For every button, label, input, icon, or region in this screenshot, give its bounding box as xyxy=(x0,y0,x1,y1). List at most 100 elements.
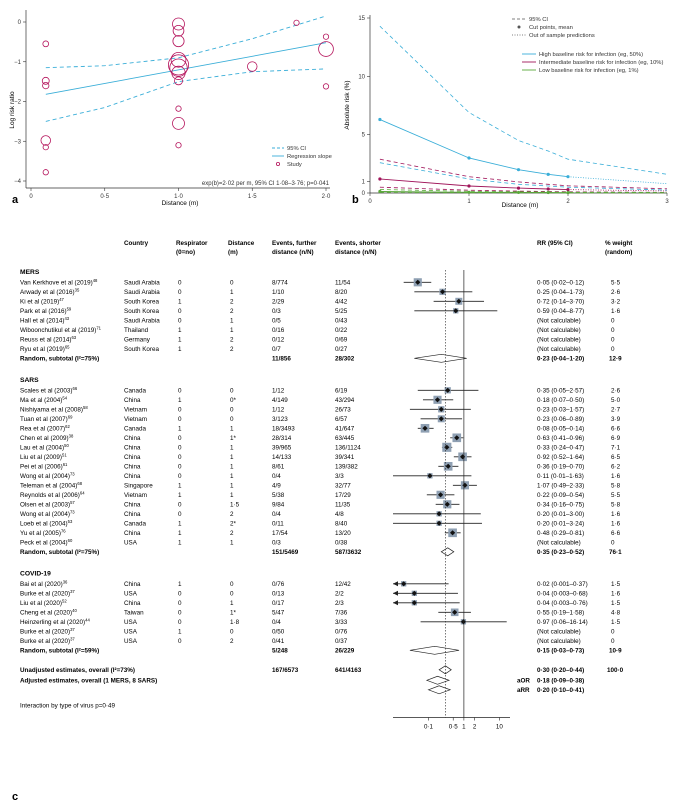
panel-a-study-point xyxy=(41,76,50,85)
row-study-ref: 71 xyxy=(96,326,101,331)
row-weight: 6·9 xyxy=(611,435,621,442)
row-rr: 0·35 (0·05–2·57) xyxy=(537,388,584,395)
row-events-further: 0/50 xyxy=(272,629,285,636)
row-weight: 1·6 xyxy=(611,521,621,528)
row-weight: 0 xyxy=(611,540,615,547)
row-country: China xyxy=(124,600,141,607)
row-distance: 2* xyxy=(230,521,237,528)
row-events-further: 0/4 xyxy=(272,511,281,518)
row-rr: 0·34 (0·16–0·75) xyxy=(537,502,584,509)
row-events-shorter: 4/42 xyxy=(335,299,348,306)
header-line: (0=no) xyxy=(176,249,195,256)
point-estimate xyxy=(460,454,466,460)
subtotal-diamond xyxy=(440,547,455,557)
row-rr: 0·04 (0·003–0·76) xyxy=(537,600,588,607)
series-cut-point xyxy=(467,184,471,188)
panel-a-y-tick-label: −3 xyxy=(14,139,22,145)
legend-b-intermediate-label: Intermediate baseline risk for infection… xyxy=(539,60,663,66)
row-events-shorter: 41/647 xyxy=(335,426,355,433)
row-respirator: 0 xyxy=(178,388,182,395)
panel-a-y-tick-label: −1 xyxy=(14,60,22,66)
row-rr: 0·23 (0·06–0·89) xyxy=(537,416,584,423)
row-study-ref: 60 xyxy=(68,538,73,543)
group-heading: MERS xyxy=(20,269,40,276)
row-study: Park et al (2016)59 xyxy=(20,307,72,316)
header-line: Country xyxy=(124,240,149,247)
panel-a-study-point xyxy=(172,116,185,130)
row-events-shorter: 11/35 xyxy=(335,502,351,509)
row-study-ref: 57 xyxy=(70,500,75,505)
panel-a-study-point xyxy=(170,51,187,68)
series-ci-lower xyxy=(379,162,668,191)
row-study: Yu et al (2005)76 xyxy=(20,529,66,538)
panel-a-study-point xyxy=(293,19,300,26)
point-estimate xyxy=(460,619,467,625)
panel-b-y-axis-label: Absolute risk (%) xyxy=(344,80,351,129)
point-estimate xyxy=(439,289,446,295)
subtotal-further: 151/5469 xyxy=(272,549,299,556)
row-study: Teleman et al (2004)68 xyxy=(20,481,83,490)
row-events-further: 0/41 xyxy=(272,638,285,645)
row-study-ref: 73 xyxy=(70,510,75,515)
row-distance: 1 xyxy=(230,445,234,452)
header-shorter: Events, shorter distance (n/N) xyxy=(335,240,381,256)
row-events-shorter: 139/382 xyxy=(335,464,358,471)
row-events-further: 0/16 xyxy=(272,327,285,334)
row-weight: 5·5 xyxy=(611,492,621,499)
series-ci-upper xyxy=(379,158,668,190)
row-study-ref: 63 xyxy=(71,335,76,340)
panel-b-y-tick-label: 15 xyxy=(358,16,365,22)
row-weight: 1·5 xyxy=(611,581,621,588)
subtotal-shorter: 28/302 xyxy=(335,356,355,363)
row-distance: 0 xyxy=(230,581,234,588)
row-distance: 1 xyxy=(230,492,234,499)
row-events-shorter: 63/445 xyxy=(335,435,355,442)
row-country: Canada xyxy=(124,388,147,395)
row-distance: 0 xyxy=(230,388,234,395)
row-events-further: 3/123 xyxy=(272,416,288,423)
row-events-shorter: 43/294 xyxy=(335,397,355,404)
row-respirator: 1 xyxy=(178,299,182,306)
row-events-shorter: 26/73 xyxy=(335,407,351,414)
row-country: Vietnam xyxy=(124,492,147,499)
row-rr: 0·05 (0·02–0·12) xyxy=(537,280,584,287)
row-country: Canada xyxy=(124,426,147,433)
row-distance: 1·5 xyxy=(230,502,240,509)
interaction-text: Interaction by type of virus p=0·49 xyxy=(20,703,116,710)
forest-x-tick-label: 0·1 xyxy=(424,724,434,731)
row-events-further: 0/3 xyxy=(272,540,281,547)
row-study-name: Yu et al (2005) xyxy=(20,530,61,537)
row-distance: 2 xyxy=(230,511,234,518)
row-respirator: 1 xyxy=(178,530,182,537)
row-events-further: 5/47 xyxy=(272,610,285,617)
row-events-further: 9/84 xyxy=(272,502,285,509)
panel-a-scatter: a Log risk ratio Distance (m) exp(b)=2·0… xyxy=(9,10,334,207)
row-study-ref: 58 xyxy=(83,405,88,410)
row-respirator: 0 xyxy=(178,591,182,598)
subtotal-weight: 10·9 xyxy=(609,648,622,655)
row-country: China xyxy=(124,511,141,518)
row-events-further: 0/4 xyxy=(272,473,281,480)
row-study-ref: 35 xyxy=(75,288,80,293)
row-study-name: Liu et al (2020) xyxy=(20,600,62,607)
row-respirator: 0 xyxy=(178,308,182,315)
row-events-shorter: 0/37 xyxy=(335,638,348,645)
row-rr: (Not calculable) xyxy=(537,540,581,547)
row-respirator: 0 xyxy=(178,407,182,414)
subtotal-diamond xyxy=(414,353,467,363)
forest-x-tick-label: 2 xyxy=(473,724,477,731)
row-events-further: 28/314 xyxy=(272,435,292,442)
row-respirator: 0 xyxy=(178,454,182,461)
row-events-shorter: 0/22 xyxy=(335,327,348,334)
row-study-ref: 61 xyxy=(63,462,68,467)
row-distance: 0 xyxy=(230,280,234,287)
row-country: USA xyxy=(124,540,138,547)
header-line: (random) xyxy=(605,249,632,256)
subtotal-rr: 0·23 (0·04–1·20) xyxy=(537,356,584,363)
row-respirator: 1 xyxy=(178,346,182,353)
overall-label: Unadjusted estimates, overall (I²=73%) xyxy=(20,667,135,674)
row-study: Wong et al (2004)73 xyxy=(20,472,75,481)
row-weight: 5·5 xyxy=(611,280,621,287)
group-heading: COVID-19 xyxy=(20,571,51,578)
row-weight: 0 xyxy=(611,629,615,636)
